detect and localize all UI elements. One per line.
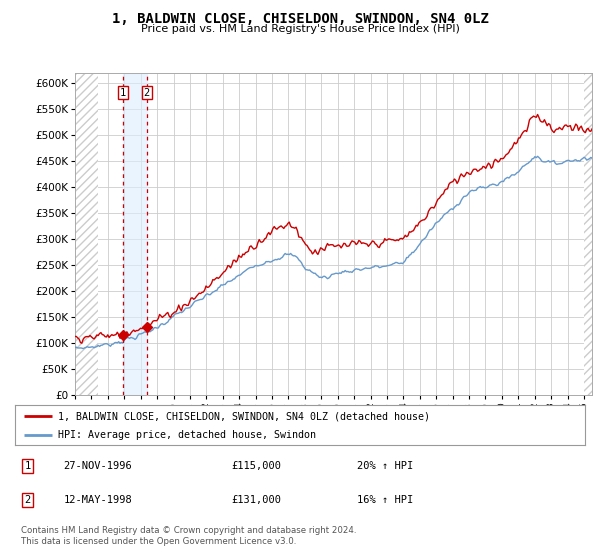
Text: 1, BALDWIN CLOSE, CHISELDON, SWINDON, SN4 0LZ (detached house): 1, BALDWIN CLOSE, CHISELDON, SWINDON, SN… [58, 411, 430, 421]
Text: HPI: Average price, detached house, Swindon: HPI: Average price, detached house, Swin… [58, 430, 316, 440]
Text: 12-MAY-1998: 12-MAY-1998 [64, 495, 132, 505]
Text: 1: 1 [119, 87, 126, 97]
Text: 27-NOV-1996: 27-NOV-1996 [64, 461, 132, 471]
Text: 1: 1 [25, 461, 31, 471]
Text: Contains HM Land Registry data © Crown copyright and database right 2024.
This d: Contains HM Land Registry data © Crown c… [21, 526, 356, 546]
Text: 2: 2 [25, 495, 31, 505]
Text: £115,000: £115,000 [232, 461, 281, 471]
Text: 16% ↑ HPI: 16% ↑ HPI [357, 495, 413, 505]
Text: Price paid vs. HM Land Registry's House Price Index (HPI): Price paid vs. HM Land Registry's House … [140, 24, 460, 34]
Text: 1, BALDWIN CLOSE, CHISELDON, SWINDON, SN4 0LZ: 1, BALDWIN CLOSE, CHISELDON, SWINDON, SN… [112, 12, 488, 26]
Bar [123, 73, 146, 395]
Text: 20% ↑ HPI: 20% ↑ HPI [357, 461, 413, 471]
Text: 2: 2 [143, 87, 150, 97]
Text: £131,000: £131,000 [232, 495, 281, 505]
